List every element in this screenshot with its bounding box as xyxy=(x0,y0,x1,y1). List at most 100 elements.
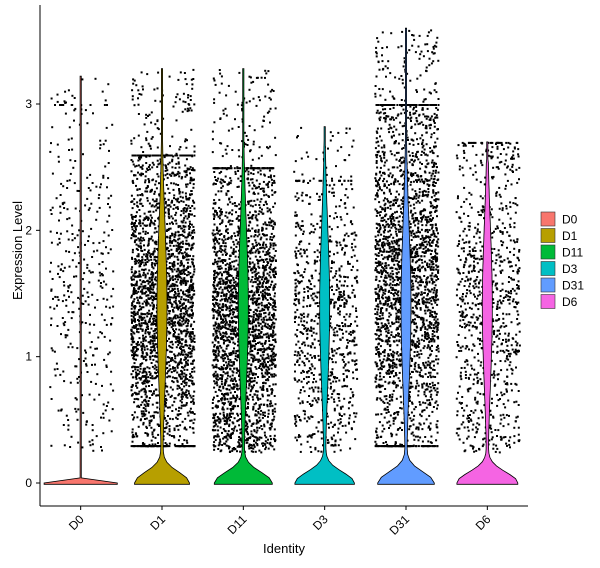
point xyxy=(154,227,157,230)
point xyxy=(227,328,230,331)
point xyxy=(176,314,179,317)
point xyxy=(78,307,81,310)
point xyxy=(228,414,231,417)
point xyxy=(133,398,136,401)
point xyxy=(136,381,139,384)
point xyxy=(249,229,251,232)
point xyxy=(235,205,238,208)
point xyxy=(213,223,216,226)
point xyxy=(179,323,182,326)
point xyxy=(270,402,273,405)
point xyxy=(270,350,273,353)
point xyxy=(132,215,135,218)
point xyxy=(179,359,182,362)
point xyxy=(235,429,238,432)
point xyxy=(131,350,134,353)
point xyxy=(266,146,268,149)
point xyxy=(218,441,221,444)
point xyxy=(249,333,252,336)
point xyxy=(193,169,196,172)
point xyxy=(141,85,144,88)
point xyxy=(183,315,186,318)
point xyxy=(271,404,274,407)
point xyxy=(259,188,262,190)
point xyxy=(58,276,61,279)
point xyxy=(270,367,273,370)
point xyxy=(151,262,154,264)
point xyxy=(106,104,108,106)
point xyxy=(99,147,102,150)
point xyxy=(149,214,152,217)
point xyxy=(191,243,194,246)
point xyxy=(176,199,179,201)
point xyxy=(169,346,172,349)
point xyxy=(92,242,95,245)
point xyxy=(266,420,269,423)
point xyxy=(137,309,140,312)
point xyxy=(187,258,190,261)
point xyxy=(177,252,180,255)
point xyxy=(235,284,238,287)
point xyxy=(230,274,233,277)
point xyxy=(141,351,144,354)
point xyxy=(245,439,248,442)
point xyxy=(273,175,276,178)
point xyxy=(179,305,182,308)
point xyxy=(216,265,219,268)
point xyxy=(187,215,190,218)
point xyxy=(260,367,263,370)
point xyxy=(152,337,155,340)
point xyxy=(179,270,182,273)
point xyxy=(258,99,261,102)
point xyxy=(156,206,159,209)
point xyxy=(152,345,155,348)
point xyxy=(182,279,185,282)
point xyxy=(189,306,192,309)
point xyxy=(136,313,139,316)
point xyxy=(214,253,217,256)
point xyxy=(248,336,250,339)
point xyxy=(144,398,147,401)
point xyxy=(164,385,167,387)
point xyxy=(134,314,137,316)
point xyxy=(256,426,259,429)
point xyxy=(251,297,254,300)
point xyxy=(180,353,183,355)
point xyxy=(164,400,167,403)
point xyxy=(261,244,264,247)
point xyxy=(215,229,218,231)
point xyxy=(251,294,254,297)
point xyxy=(233,268,236,271)
point xyxy=(187,96,189,99)
point xyxy=(168,369,171,372)
point xyxy=(137,331,140,334)
point xyxy=(132,278,135,281)
point xyxy=(176,424,179,427)
point xyxy=(144,287,147,290)
point xyxy=(132,182,135,184)
point xyxy=(189,301,192,304)
point xyxy=(231,428,234,431)
point xyxy=(272,331,275,333)
point xyxy=(266,292,269,295)
point xyxy=(74,407,77,410)
point xyxy=(231,328,234,330)
point xyxy=(252,450,255,453)
point xyxy=(184,215,187,218)
point xyxy=(145,395,148,398)
point xyxy=(112,270,115,273)
point xyxy=(187,204,190,207)
point xyxy=(274,259,277,262)
point xyxy=(144,259,147,261)
point xyxy=(135,271,138,274)
point xyxy=(180,348,182,350)
point xyxy=(130,194,133,197)
point xyxy=(260,326,263,329)
point xyxy=(98,193,101,196)
point xyxy=(260,425,263,427)
point xyxy=(174,335,176,338)
point xyxy=(73,119,75,122)
point xyxy=(189,426,192,429)
point xyxy=(217,215,220,218)
point xyxy=(260,236,263,239)
